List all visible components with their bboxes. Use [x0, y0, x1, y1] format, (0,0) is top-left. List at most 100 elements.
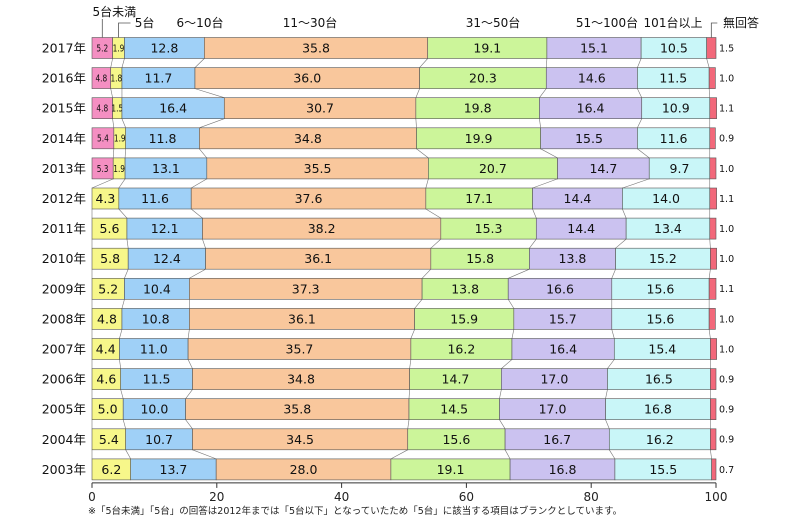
- data-label: 16.4: [159, 101, 187, 116]
- data-label: 34.8: [294, 131, 322, 146]
- data-label: 14.6: [578, 71, 606, 86]
- connector-line: [199, 118, 225, 129]
- connector-line: [499, 419, 506, 429]
- bar-segment: [710, 247, 717, 270]
- connector-line: [545, 58, 548, 68]
- data-label: 20.3: [469, 71, 497, 86]
- bar-segment: [709, 157, 717, 180]
- year-label: 2015年: [42, 101, 86, 116]
- data-label: 1.0: [719, 224, 734, 235]
- connector-line: [125, 449, 131, 460]
- connector-line: [605, 419, 610, 429]
- data-label: 11.0: [140, 342, 168, 357]
- year-label: 2012年: [42, 191, 86, 206]
- connector-line: [532, 208, 537, 219]
- data-label: 19.1: [473, 41, 501, 56]
- data-label: 13.4: [654, 221, 682, 236]
- data-label: 0.9: [719, 435, 734, 446]
- connector-line: [708, 329, 711, 339]
- data-label: 16.7: [543, 432, 571, 447]
- data-label: 1.1: [719, 194, 734, 205]
- bar-row: 2006年 4.6 11.5 34.8 14.7 17.0 16.5 0.9: [42, 368, 734, 390]
- data-label: 4.4: [96, 342, 116, 357]
- connector-line: [202, 239, 206, 249]
- data-label: 12.4: [153, 251, 181, 266]
- data-label: 1.5: [111, 104, 123, 115]
- bar-segment: [708, 277, 717, 300]
- connector-line: [126, 239, 129, 249]
- connector-line: [637, 58, 642, 68]
- legend-item: 51～100台: [576, 15, 638, 30]
- data-label: 15.8: [466, 251, 494, 266]
- connector-line: [121, 299, 125, 309]
- data-label: 15.5: [649, 462, 677, 477]
- data-label: 37.3: [292, 281, 320, 296]
- data-label: 13.7: [160, 462, 188, 477]
- bar-segment: [709, 127, 716, 150]
- legend-item: 5台未満: [92, 4, 136, 38]
- connector-line: [119, 359, 122, 369]
- data-label: 1.0: [719, 344, 734, 355]
- year-label: 2006年: [42, 372, 86, 387]
- data-label: 1.0: [719, 254, 734, 265]
- data-label: 15.1: [580, 41, 608, 56]
- connector-line: [415, 118, 417, 128]
- data-label: 9.7: [670, 161, 690, 176]
- connector-line: [122, 419, 126, 429]
- connector-line: [708, 269, 711, 279]
- bar-segment: [709, 97, 717, 119]
- bar-row: 2004年 5.4 10.7 34.5 15.6 16.7 16.2 0.9: [42, 428, 734, 451]
- data-label: 19.9: [465, 131, 493, 146]
- connector-line: [390, 449, 408, 460]
- connector-line: [710, 449, 712, 459]
- connector-line: [192, 449, 217, 460]
- data-label: 35.8: [283, 402, 311, 417]
- data-label: 11.6: [141, 191, 169, 206]
- data-label: 10.0: [140, 402, 168, 417]
- data-label: 15.4: [648, 342, 676, 357]
- legend-label: 101台以上: [644, 15, 703, 30]
- legend-item: 101台以上: [644, 15, 703, 30]
- data-label: 14.4: [564, 191, 592, 206]
- bar-row: 2007年 4.4 11.0 35.7 16.2 16.4 15.4 1.0: [42, 338, 734, 360]
- data-label: 19.1: [437, 462, 465, 477]
- data-label: 0.7: [719, 465, 734, 476]
- connector-line: [124, 269, 129, 279]
- year-label: 2004年: [42, 432, 86, 447]
- connector-line: [194, 58, 205, 68]
- data-label: 17.0: [539, 402, 567, 417]
- connector-line: [529, 238, 537, 249]
- data-label: 36.1: [288, 311, 316, 326]
- data-label: 36.0: [293, 71, 321, 86]
- connector-line: [504, 449, 511, 460]
- connector-line: [187, 329, 190, 339]
- data-label: 5.2: [98, 281, 118, 296]
- connector-line: [607, 359, 615, 369]
- connector-line: [191, 208, 203, 219]
- connector-line: [622, 208, 627, 219]
- bar-row: 2016年 4.8 1.8 11.7 36.0 20.3 14.6 11.5 1.0: [42, 67, 734, 89]
- data-label: 1.5: [719, 43, 734, 54]
- data-label: 19.8: [464, 101, 492, 116]
- year-label: 2014年: [42, 131, 86, 146]
- data-label: 16.2: [447, 342, 475, 357]
- connector-line: [709, 239, 711, 249]
- legend-label: 5台未満: [92, 4, 136, 19]
- data-label: 15.9: [450, 311, 478, 326]
- data-label: 5.2: [96, 44, 108, 55]
- connector-line: [407, 419, 410, 429]
- legend-label: 6～10台: [177, 15, 224, 30]
- data-label: 11.7: [145, 71, 173, 86]
- data-label: 4.8: [96, 104, 108, 115]
- connector-line: [539, 118, 541, 128]
- connector-line: [425, 178, 429, 189]
- connector-line: [110, 58, 113, 68]
- connector-line: [419, 58, 428, 68]
- bar-row: 2003年 6.2 13.7 28.0 19.1 16.8 15.5 0.7: [42, 458, 734, 481]
- bar-row: 2005年 5.0 10.0 35.8 14.5 17.0 16.8 0.9: [42, 398, 734, 421]
- data-label: 10.9: [662, 101, 690, 116]
- data-label: 10.7: [145, 432, 173, 447]
- data-label: 5.8: [100, 251, 120, 266]
